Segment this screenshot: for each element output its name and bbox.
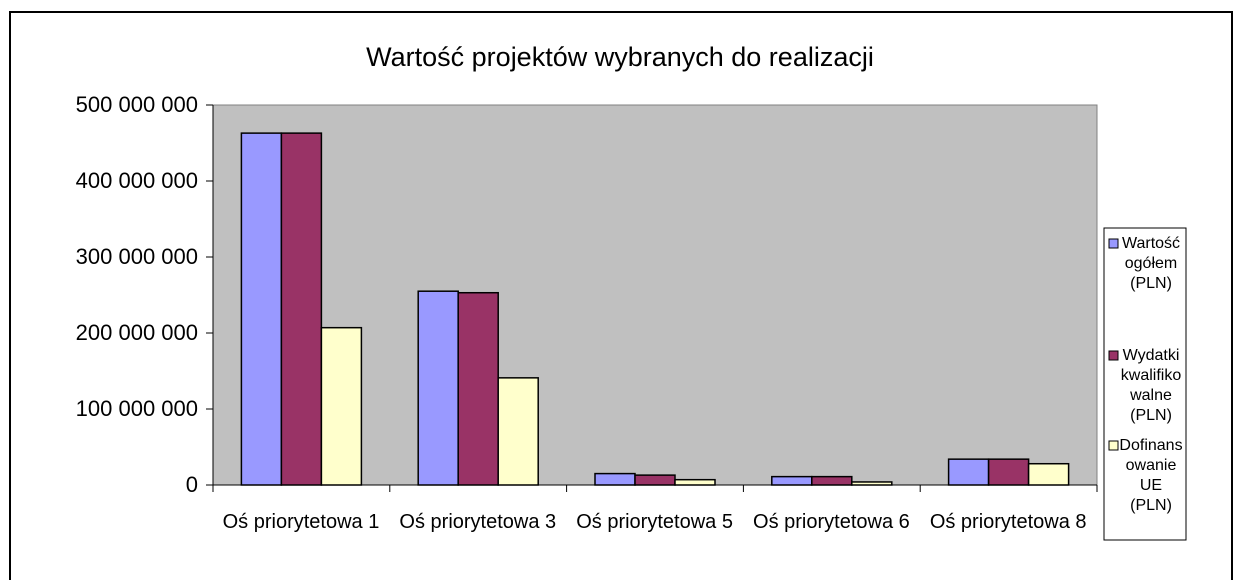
bar bbox=[280, 132, 323, 486]
bar bbox=[457, 291, 499, 486]
y-tick-label: 0 bbox=[185, 472, 198, 497]
legend-label: Wartość ogółem (PLN) bbox=[1121, 235, 1181, 292]
bar bbox=[947, 458, 990, 486]
legend-label: Wydatki kwalifikowalne (PLN) bbox=[1120, 347, 1182, 424]
bar bbox=[851, 481, 893, 486]
bar bbox=[674, 478, 716, 486]
x-tick-label: Oś priorytetowa 8 bbox=[929, 511, 1087, 533]
y-tick-label: 200 000 000 bbox=[75, 320, 198, 345]
y-tick-label: 300 000 000 bbox=[75, 244, 198, 269]
y-tick-label: 500 000 000 bbox=[75, 92, 198, 117]
x-tick-label: Oś priorytetowa 6 bbox=[753, 511, 910, 533]
y-tick-label: 100 000 000 bbox=[75, 396, 198, 421]
legend-swatch bbox=[1108, 440, 1119, 451]
x-tick-label: Oś priorytetowa 3 bbox=[399, 511, 557, 533]
bar bbox=[811, 475, 853, 486]
bar bbox=[1027, 462, 1070, 486]
bar bbox=[320, 326, 363, 486]
bar bbox=[771, 475, 813, 486]
chart-title: Wartość projektów wybranych do realizacj… bbox=[366, 42, 874, 72]
bar bbox=[634, 474, 676, 486]
bar bbox=[240, 132, 283, 486]
bar bbox=[417, 290, 459, 486]
bar bbox=[987, 458, 1030, 486]
x-tick-label: Oś priorytetowa 5 bbox=[576, 511, 733, 533]
legend-swatch bbox=[1108, 238, 1119, 249]
x-tick-label: Oś priorytetowa 1 bbox=[222, 511, 380, 533]
legend-label: Dofinansowanie UE (PLN) bbox=[1119, 437, 1183, 514]
legend-swatch bbox=[1108, 350, 1119, 361]
bar bbox=[497, 377, 539, 486]
bar bbox=[594, 472, 636, 486]
y-tick-label: 400 000 000 bbox=[75, 168, 198, 193]
legend-box bbox=[1103, 227, 1187, 541]
